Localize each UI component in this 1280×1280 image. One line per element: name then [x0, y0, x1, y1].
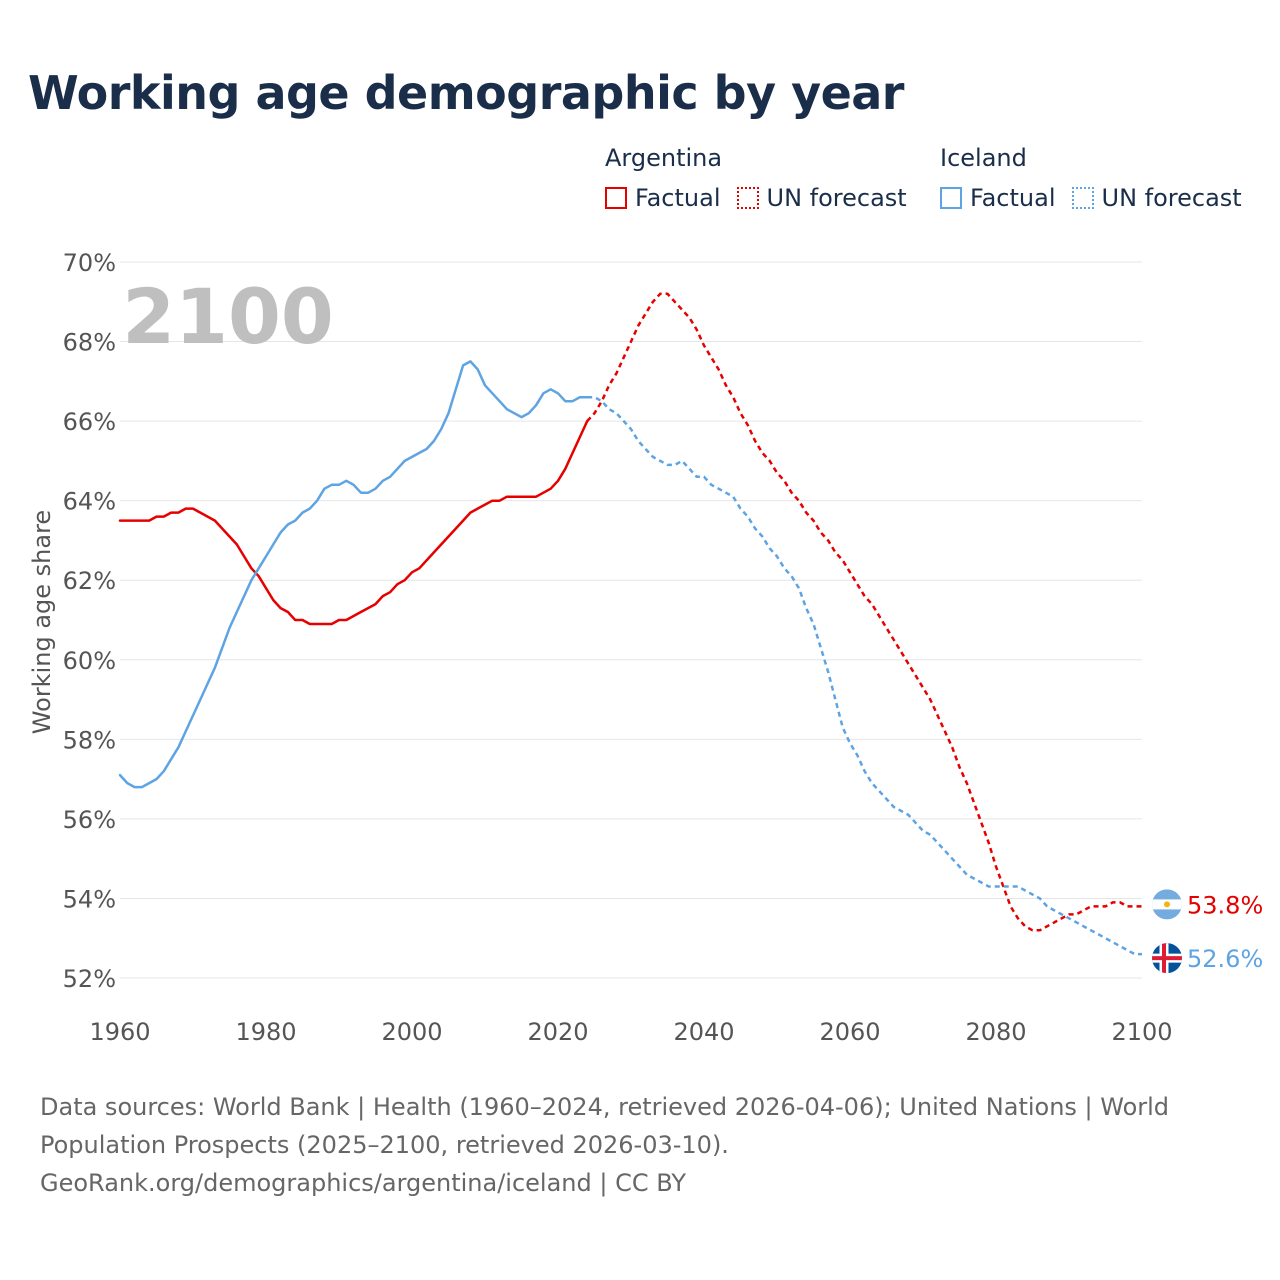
flag-cross-red — [1152, 956, 1182, 961]
flag-body — [1152, 889, 1182, 920]
x-tick-label: 2040 — [673, 1018, 734, 1046]
iceland-flag-icon — [1152, 943, 1182, 974]
flag-cross-red — [1162, 943, 1166, 974]
y-tick-label: 56% — [63, 806, 116, 834]
x-tick-label: 2100 — [1111, 1018, 1172, 1046]
legend-iceland-forecast[interactable]: UN forecast — [1071, 184, 1242, 212]
argentina-end-label: 53.8% — [1187, 891, 1263, 919]
end-labels: 53.8% 52.6% — [1152, 889, 1263, 974]
legend-label: Factual — [970, 184, 1056, 212]
legend-swatch-solid — [605, 187, 627, 209]
x-tick-label: 2000 — [381, 1018, 442, 1046]
flag-sun — [1164, 901, 1170, 908]
series-lines — [118, 292, 1142, 956]
legend-argentina: Argentina Factual UN forecast — [605, 144, 907, 212]
y-axis-ticks: 52% 54% 56% 58% 60% 62% 64% 66% 68% 70% — [63, 249, 116, 993]
y-axis-label: Working age share — [28, 510, 56, 734]
x-tick-label: 2060 — [819, 1018, 880, 1046]
legend-swatch-dotted — [736, 187, 759, 209]
y-tick-label: 58% — [63, 726, 116, 754]
x-axis-ticks: 1960 1980 2000 2020 2040 2060 2080 2100 — [89, 1018, 1172, 1046]
legend-swatch-solid — [940, 187, 962, 209]
y-tick-label: 66% — [63, 408, 116, 436]
page-title: Working age demographic by year — [28, 66, 905, 120]
y-tick-label: 52% — [63, 965, 116, 993]
footer-source-line: Population Prospects (2025–2100, retriev… — [40, 1131, 729, 1159]
x-tick-label: 1980 — [235, 1018, 296, 1046]
iceland-end-label: 52.6% — [1187, 945, 1263, 973]
x-tick-label: 2020 — [527, 1018, 588, 1046]
legend-iceland: Iceland Factual UN forecast — [940, 144, 1242, 212]
legend-label: UN forecast — [1101, 184, 1242, 212]
flag-body — [1152, 943, 1182, 974]
argentina-flag-icon — [1152, 889, 1182, 920]
legend-label: Factual — [635, 184, 721, 212]
year-watermark: 2100 — [122, 272, 334, 361]
argentina-factual-line — [118, 419, 589, 626]
legend-swatch-dotted — [1071, 187, 1094, 209]
legend-label: UN forecast — [766, 184, 907, 212]
y-tick-label: 62% — [63, 567, 116, 595]
footer-source-line: Data sources: World Bank | Health (1960–… — [40, 1093, 1170, 1121]
legend-country-name: Iceland — [940, 144, 1027, 172]
y-tick-label: 60% — [63, 647, 116, 675]
iceland-factual-line — [118, 360, 589, 789]
legend-argentina-factual[interactable]: Factual — [605, 184, 721, 212]
footer-attribution[interactable]: GeoRank.org/demographics/argentina/icela… — [40, 1169, 687, 1197]
line-chart: 52% 54% 56% 58% 60% 62% 64% 66% 68% 70% 1960 1980 2… — [28, 249, 1263, 1046]
x-tick-label: 2080 — [965, 1018, 1026, 1046]
y-tick-label: 70% — [63, 249, 116, 277]
legend-iceland-factual[interactable]: Factual — [940, 184, 1056, 212]
x-tick-label: 1960 — [89, 1018, 150, 1046]
grid-lines — [120, 261, 1142, 979]
argentina-forecast-line — [586, 292, 1142, 932]
legend-argentina-forecast[interactable]: UN forecast — [736, 184, 907, 212]
iceland-forecast-line — [587, 395, 1142, 956]
legend-country-name: Argentina — [605, 144, 723, 172]
y-tick-label: 64% — [63, 488, 116, 516]
y-tick-label: 54% — [63, 885, 116, 913]
footer: Data sources: World Bank | Health (1960–… — [40, 1088, 1220, 1202]
y-tick-label: 68% — [63, 329, 116, 357]
